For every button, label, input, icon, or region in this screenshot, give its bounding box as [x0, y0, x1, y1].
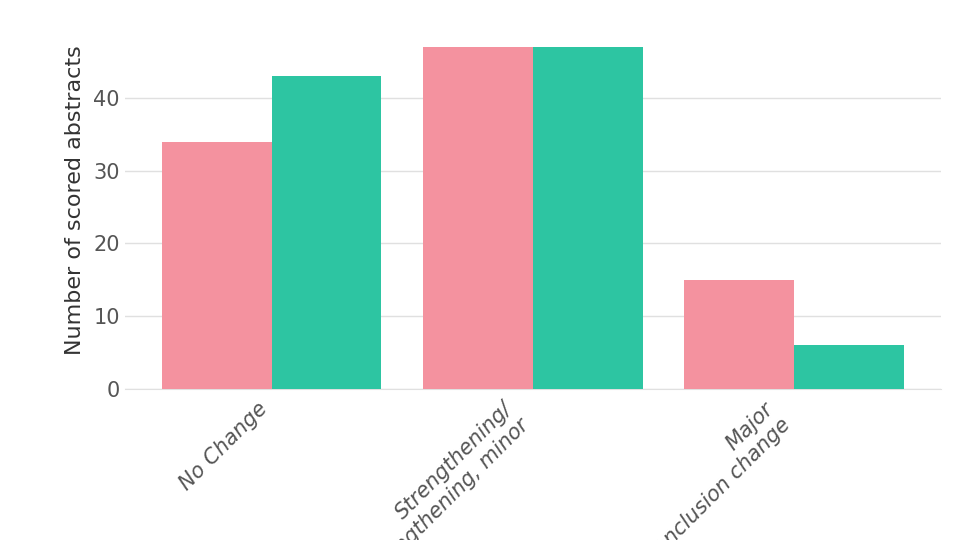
Bar — [684, 280, 794, 389]
Bar — [272, 76, 381, 389]
Bar — [794, 345, 903, 389]
Bar — [162, 141, 272, 389]
Bar — [423, 47, 533, 389]
Y-axis label: Number of scored abstracts: Number of scored abstracts — [65, 45, 85, 355]
Bar — [533, 47, 642, 389]
